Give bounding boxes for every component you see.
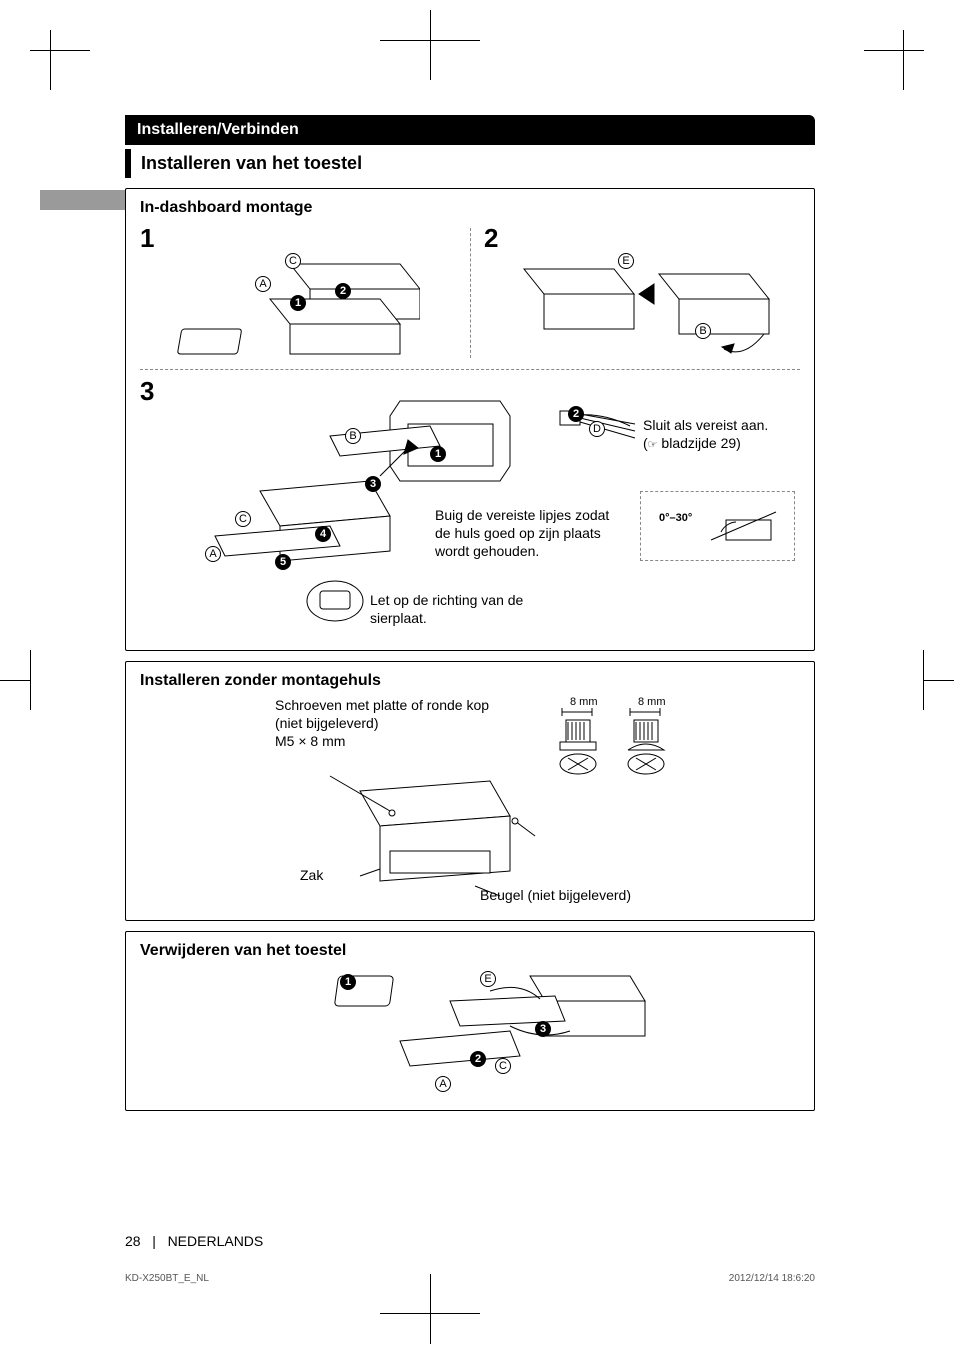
box-remove: Verwijderen van het toestel 1 E 3 2 C A xyxy=(125,931,815,1111)
crop-mark xyxy=(430,1274,431,1344)
angle-inset: 0°–30° xyxy=(640,491,795,561)
crop-mark xyxy=(903,30,904,90)
text: Schroeven met platte of ronde kop xyxy=(275,697,489,713)
marker-4: 4 xyxy=(315,526,331,542)
doc-id: KD-X250BT_E_NL xyxy=(125,1273,209,1284)
text-trim: Let op de richting van de sierplaat. xyxy=(370,591,570,627)
marker-2: 2 xyxy=(335,283,351,299)
divider-horizontal xyxy=(140,369,800,370)
text: bladzijde 29) xyxy=(658,435,741,451)
margin-tab xyxy=(40,190,125,210)
pocket-label: Zak xyxy=(300,866,323,884)
box-title: Installeren zonder montagehuls xyxy=(140,672,800,690)
crop-mark xyxy=(30,50,90,51)
label-a: A xyxy=(255,276,271,292)
marker-1: 1 xyxy=(340,974,356,990)
crop-mark xyxy=(30,650,31,710)
label-d: D xyxy=(589,421,605,437)
marker-1: 1 xyxy=(290,295,306,311)
doc-timestamp: 2012/12/14 18:6:20 xyxy=(729,1273,815,1284)
text-screws: Schroeven met platte of ronde kop (niet … xyxy=(275,696,535,751)
step-number: 2 xyxy=(484,223,498,253)
step-number: 1 xyxy=(140,223,154,253)
page-content: Installeren/Verbinden Installeren van he… xyxy=(125,115,815,1111)
crop-mark xyxy=(864,50,924,51)
marker-1: 1 xyxy=(430,446,446,462)
text: Sluit als vereist aan. xyxy=(643,417,768,433)
label-a: A xyxy=(205,546,221,562)
box-title: Verwijderen van het toestel xyxy=(140,942,800,960)
box-in-dashboard: In-dashboard montage 1 C A 2 1 xyxy=(125,188,815,651)
label-b: B xyxy=(695,323,711,339)
label-a: A xyxy=(435,1076,451,1092)
label-c: C xyxy=(235,511,251,527)
angle-label: 0°–30° xyxy=(659,512,692,524)
crop-mark xyxy=(924,680,954,681)
page-footer: 28 | NEDERLANDS xyxy=(125,1233,815,1249)
page-number: 28 xyxy=(125,1233,141,1249)
crop-mark xyxy=(0,680,30,681)
marker-3: 3 xyxy=(535,1021,551,1037)
text: M5 × 8 mm xyxy=(275,733,345,749)
crop-mark xyxy=(923,650,924,710)
language-label: NEDERLANDS xyxy=(168,1233,264,1249)
marker-5: 5 xyxy=(275,554,291,570)
label-c: C xyxy=(285,253,301,269)
text-connect: Sluit als vereist aan. (☞ bladzijde 29) xyxy=(643,416,803,452)
bracket-label: Beugel (niet bijgeleverd) xyxy=(480,886,631,904)
label-e: E xyxy=(618,253,634,269)
section-title: Installeren van het toestel xyxy=(125,149,815,178)
crop-mark xyxy=(430,10,431,80)
text-bend: Buig de vereiste lipjes zodat de huls go… xyxy=(435,506,610,561)
box-without-sleeve: Installeren zonder montagehuls Schroeven… xyxy=(125,661,815,921)
crop-mark xyxy=(50,30,51,90)
label-c: C xyxy=(495,1058,511,1074)
marker-2: 2 xyxy=(470,1051,486,1067)
diagram-step1 xyxy=(140,254,420,364)
box-title: In-dashboard montage xyxy=(140,199,800,217)
pointer-icon: ☞ xyxy=(648,439,658,451)
header-bar: Installeren/Verbinden xyxy=(125,115,815,145)
marker-2: 2 xyxy=(568,406,584,422)
screw-diagram xyxy=(550,706,680,786)
angle-diagram xyxy=(651,502,781,550)
diagram-step2 xyxy=(484,254,784,364)
marker-3: 3 xyxy=(365,476,381,492)
bracket-diagram xyxy=(300,761,560,906)
label-e: E xyxy=(480,971,496,987)
text: (niet bijgeleverd) xyxy=(275,715,379,731)
label-b: B xyxy=(345,428,361,444)
doc-footer: KD-X250BT_E_NL 2012/12/14 18:6:20 xyxy=(125,1273,815,1284)
